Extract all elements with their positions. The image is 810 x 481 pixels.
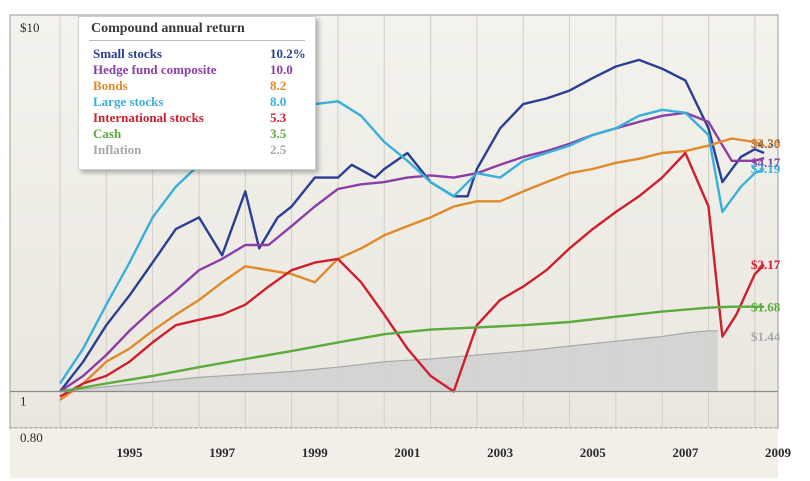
legend-series-return: 3.5	[270, 126, 287, 141]
legend-series-name: Hedge fund composite	[93, 62, 217, 77]
x-tick-label: 2009	[765, 445, 792, 460]
y-tick-label: 0.80	[20, 430, 43, 445]
y-tick-label: $10	[20, 20, 40, 35]
legend-series-name: Cash	[93, 126, 122, 141]
series-line-large-stocks	[59, 100, 765, 385]
end-label-bonds: $3.26	[751, 136, 781, 151]
series-line-hedge-fund-composite	[59, 111, 765, 393]
x-tick-label: 1999	[302, 445, 329, 460]
x-tick-label: 2007	[672, 445, 699, 460]
legend-item-large-stocks: Large stocks 8.0	[93, 94, 305, 110]
x-axis-band	[10, 428, 778, 478]
end-label-international-stocks: $2.17	[751, 257, 781, 272]
legend-series-return: 10.0	[270, 62, 293, 77]
series-line-bonds	[59, 137, 765, 401]
legend-series-return: 8.0	[270, 94, 287, 109]
legend-title: Compound annual return	[91, 21, 245, 36]
end-label-hedge-fund-composite: $4.17	[751, 155, 781, 170]
series-line-international-stocks	[59, 151, 765, 398]
series-line-cash	[59, 305, 765, 393]
legend-item-international-stocks: International stocks 5.3	[93, 110, 305, 126]
legend-series-return: 8.2	[270, 78, 287, 93]
legend-item-inflation: Inflation 2.5	[93, 142, 305, 158]
legend-item-hedge-fund-composite: Hedge fund composite 10.0	[93, 62, 305, 78]
end-label-large-stocks: $3.19	[751, 161, 781, 176]
x-tick-label: 2003	[487, 445, 514, 460]
legend-series-return: 5.3	[270, 110, 287, 125]
end-label-cash: $1.68	[751, 300, 781, 315]
legend-series-return: 10.2%	[270, 46, 306, 61]
legend-series-name: Large stocks	[93, 94, 164, 109]
end-label-inflation: $1.44	[751, 329, 781, 344]
legend-item-bonds: Bonds 8.2	[93, 78, 305, 94]
legend-series-name: Bonds	[93, 78, 128, 93]
series-line-small-stocks	[59, 58, 765, 393]
x-tick-label: 1995	[116, 445, 143, 460]
end-label-small-stocks: $4.30	[751, 136, 780, 151]
legend-divider	[89, 40, 305, 41]
x-tick-label: 1997	[209, 445, 236, 460]
legend-series-return: 2.5	[270, 142, 287, 157]
legend: Compound annual return Small stocks 10.2%…	[78, 16, 316, 170]
legend-series-name: International stocks	[93, 110, 204, 125]
series-line-inflation	[59, 330, 718, 393]
legend-item-small-stocks: Small stocks 10.2%	[93, 46, 306, 62]
x-tick-label: 2001	[394, 445, 420, 460]
y-tick-label: 1	[20, 394, 27, 409]
legend-item-cash: Cash 3.5	[93, 126, 305, 142]
legend-series-name: Inflation	[93, 142, 142, 157]
x-tick-label: 2005	[580, 445, 607, 460]
legend-series-name: Small stocks	[93, 46, 162, 61]
